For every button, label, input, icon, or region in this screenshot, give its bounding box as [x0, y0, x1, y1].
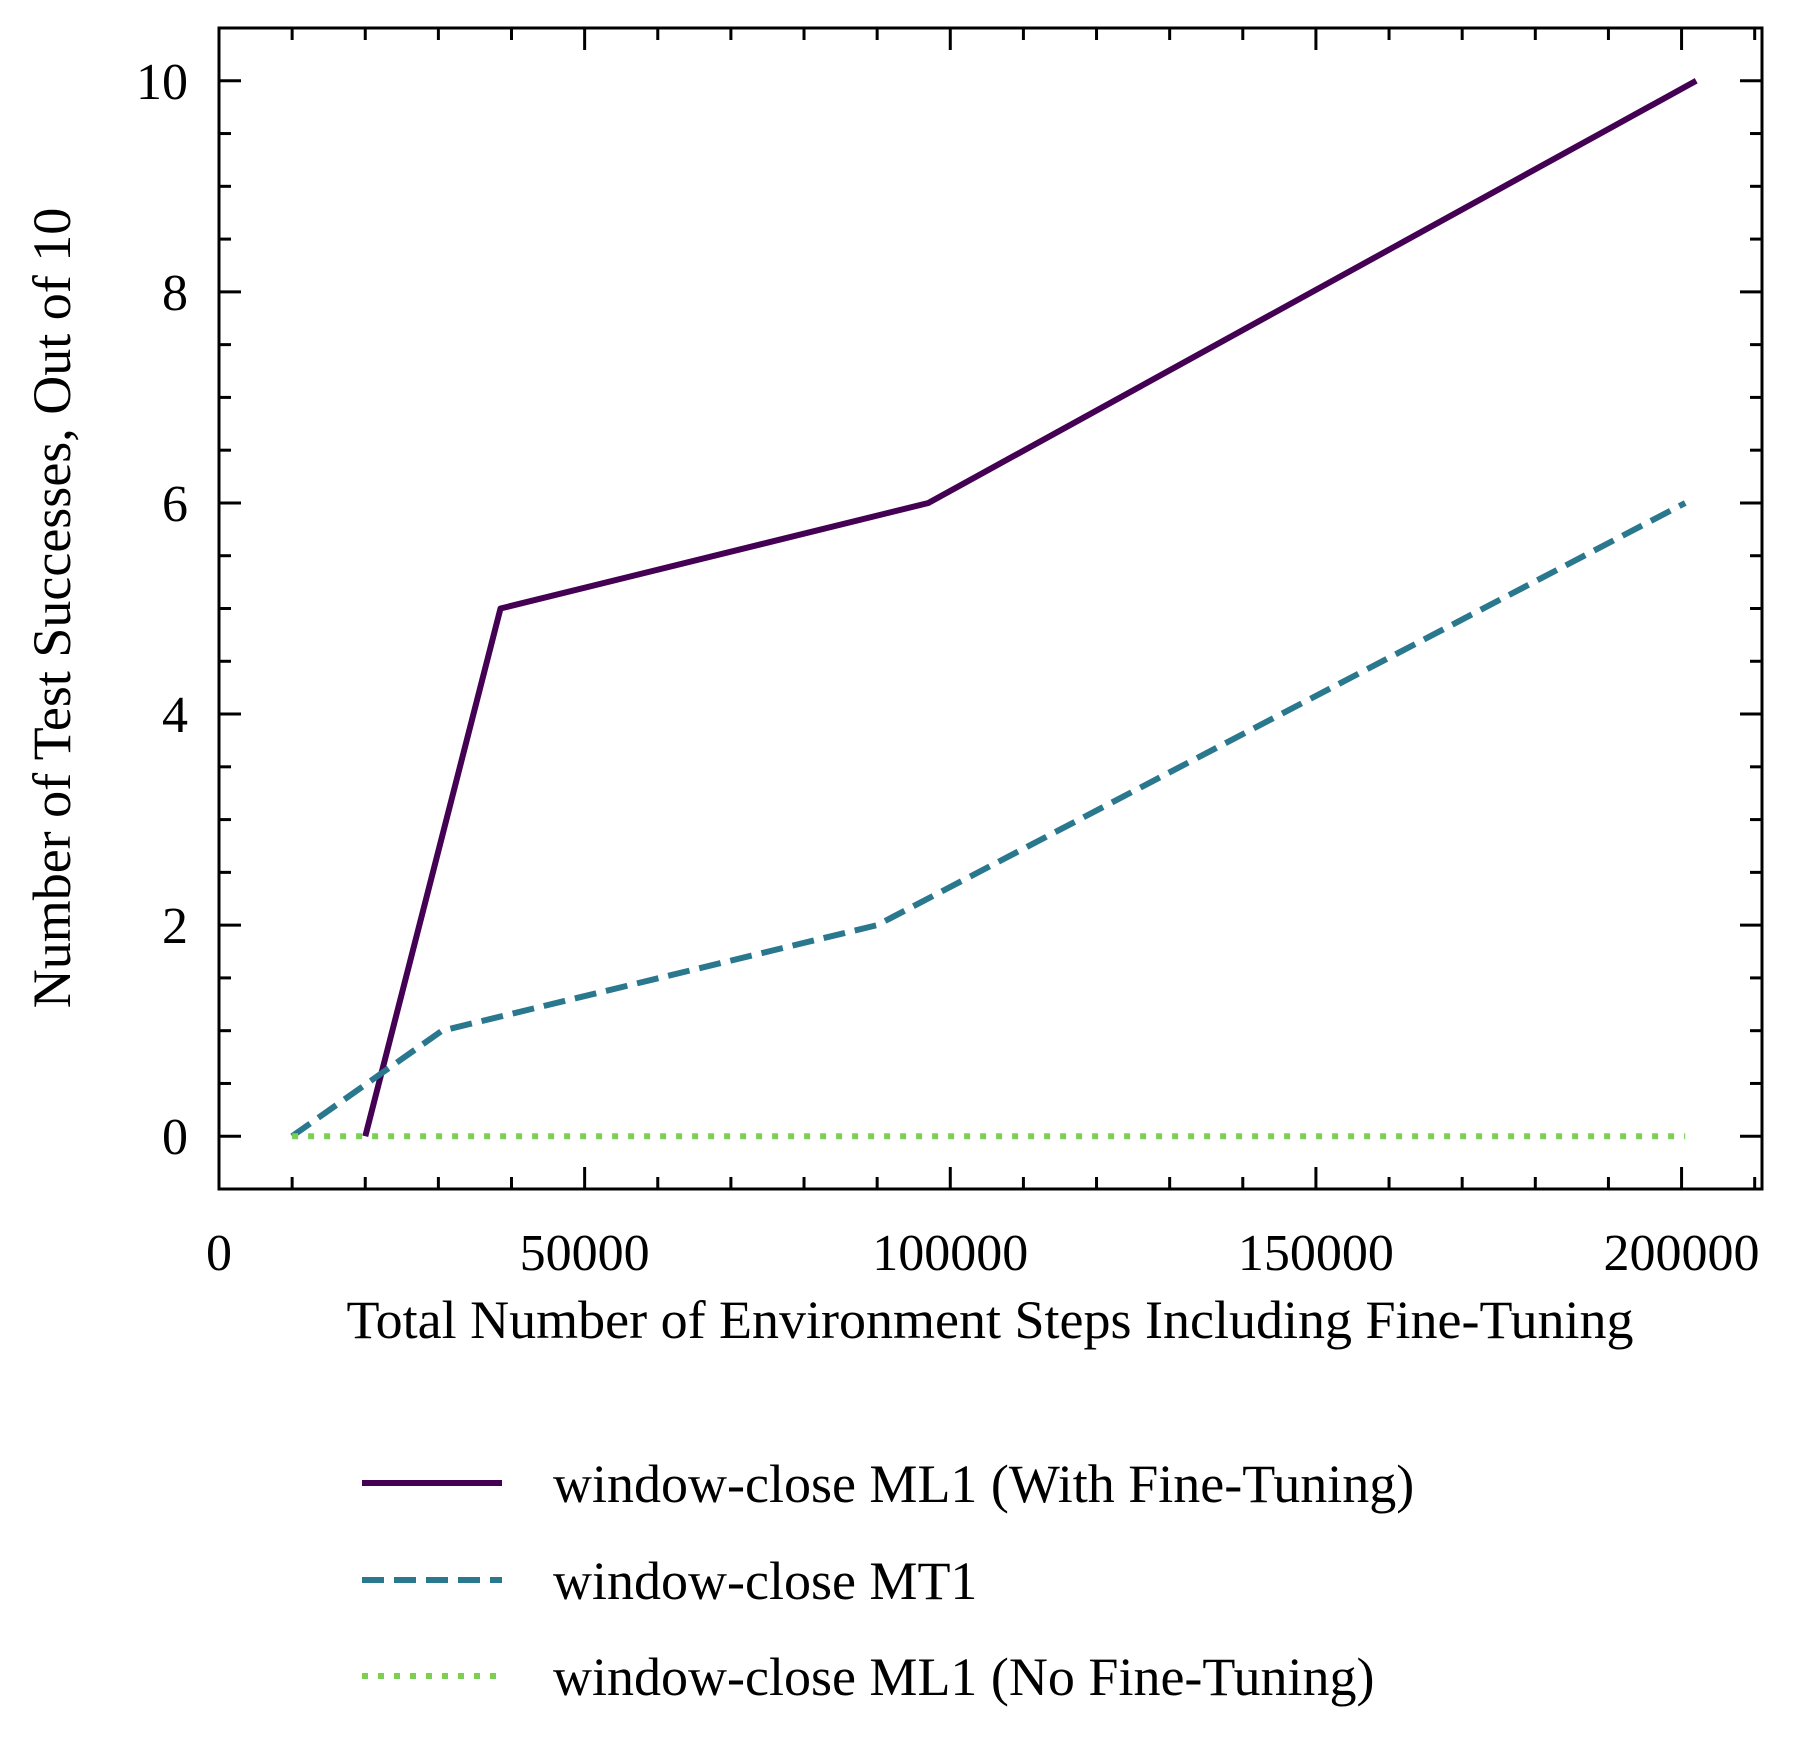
legend-label-mt1: window-close MT1	[553, 1551, 977, 1611]
y-tick-label: 4	[162, 687, 188, 744]
y-axis-label: Number of Test Successes, Out of 10	[22, 208, 82, 1009]
x-tick-label: 50000	[520, 1225, 650, 1282]
y-tick-label: 10	[136, 54, 188, 111]
x-tick-label: 0	[206, 1225, 232, 1282]
series-line-0	[362, 78, 1698, 1137]
plot-lines	[290, 78, 1698, 1140]
x-tick-label: 200000	[1604, 1225, 1760, 1282]
x-tick-label: 100000	[872, 1225, 1028, 1282]
x-tick-label: 150000	[1238, 1225, 1394, 1282]
legend-label-with-fine-tuning: window-close ML1 (With Fine-Tuning)	[553, 1454, 1414, 1514]
axis-ticks	[217, 26, 1762, 1191]
series-line-1	[290, 500, 1687, 1139]
x-axis-label: Total Number of Environment Steps Includ…	[346, 1290, 1633, 1350]
tick-labels: 0 50000 100000 150000 200000 0 2 4 6 8 10	[136, 54, 1760, 1282]
plot-frame	[217, 26, 1764, 1191]
legend: window-close ML1 (With Fine-Tuning) wind…	[362, 1454, 1414, 1707]
y-tick-label: 6	[162, 476, 188, 533]
y-tick-label: 8	[162, 265, 188, 322]
y-tick-label: 2	[162, 898, 188, 955]
y-tick-label: 0	[162, 1109, 188, 1166]
legend-label-no-fine-tuning: window-close ML1 (No Fine-Tuning)	[553, 1647, 1374, 1707]
